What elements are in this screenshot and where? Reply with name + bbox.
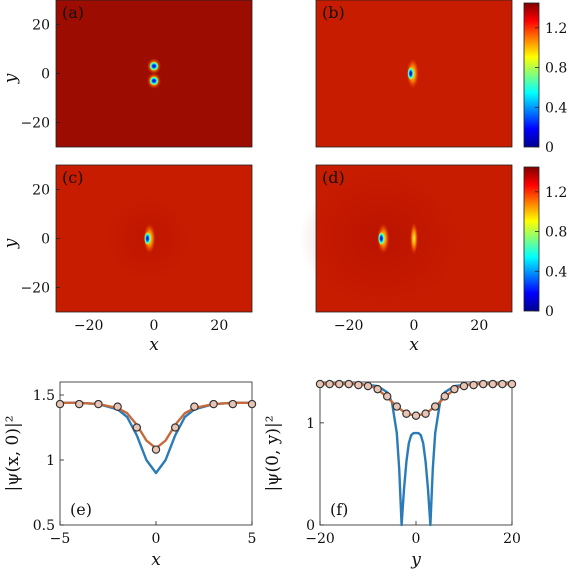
data-point: [373, 384, 382, 394]
panel-label: (b): [322, 3, 345, 22]
y-tick-label: 0: [306, 518, 315, 534]
data-point: [315, 379, 325, 389]
panel-label: (f): [330, 500, 348, 519]
x-tick-label: 0: [412, 531, 421, 547]
heatmap-panel: (c) 20 0 −20 y −20 0 20 x: [1, 164, 253, 355]
data-point: [228, 399, 237, 409]
vortex-core: [149, 61, 159, 71]
data-point: [459, 381, 469, 391]
colorbar-tick-label: 1.2: [545, 21, 567, 37]
data-point: [94, 399, 103, 409]
x-axis-label: x: [409, 335, 419, 355]
heatmap-panel: (d) −20 0 20 x 1.2 0.8 0.4 0: [299, 164, 567, 355]
colorbar-tick-label: 0.4: [545, 264, 567, 280]
panel-label: (d): [322, 168, 345, 187]
x-tick-label: −20: [334, 318, 364, 334]
y-axis-label: y: [1, 73, 21, 84]
series-line: [320, 382, 512, 417]
data-point: [431, 402, 440, 411]
y-tick-label: −20: [20, 116, 50, 132]
y-tick-label: 20: [32, 18, 50, 34]
panel-label: (c): [62, 168, 83, 187]
x-axis-label: x: [151, 550, 161, 570]
colorbar-tick-label: 0: [545, 304, 554, 320]
x-tick-label: 20: [470, 318, 488, 334]
data-point: [498, 379, 507, 389]
y-tick-label: 1: [306, 416, 315, 432]
y-tick-label: 1: [46, 453, 55, 469]
data-point: [75, 399, 84, 409]
y-axis-label: |ψ(x, 0)|²: [3, 415, 23, 491]
x-axis-label: y: [410, 550, 421, 570]
data-point: [488, 379, 497, 389]
x-tick-label: 20: [503, 531, 521, 547]
data-point: [421, 409, 430, 418]
data-point: [354, 380, 363, 390]
y-tick-label: 1.5: [33, 388, 55, 404]
y-tick-label: −20: [20, 281, 50, 297]
vortex-core: [144, 232, 151, 245]
data-point: [411, 411, 421, 420]
x-tick-label: −20: [74, 318, 104, 334]
data-point: [383, 392, 392, 401]
colorbar-tick-label: 0: [545, 140, 554, 156]
x-tick-label: 0: [150, 318, 159, 334]
line-panel: 1.5 1 0.5−5 0 5 x |ψ(x, 0)|² (e): [3, 381, 257, 570]
y-axis-label: y: [1, 238, 21, 249]
data-point: [469, 380, 478, 390]
data-point: [479, 379, 488, 389]
sound-front: [410, 222, 418, 255]
y-tick-label: 20: [32, 183, 50, 199]
x-tick-label: −20: [305, 531, 335, 547]
data-point: [402, 409, 411, 418]
colorbar-tick-label: 1.2: [545, 185, 567, 201]
colorbar: [523, 166, 540, 312]
panel-label: (a): [62, 3, 84, 22]
data-point: [247, 399, 257, 409]
colorbar: [523, 2, 540, 148]
data-point: [344, 379, 353, 389]
x-axis-label: x: [149, 335, 159, 355]
x-tick-label: 20: [210, 318, 228, 334]
data-point: [392, 402, 401, 411]
plot-frame: [319, 381, 513, 526]
data-point: [507, 379, 517, 389]
series-line: [320, 382, 512, 527]
heatmap-frame: [315, 0, 513, 148]
data-point: [363, 381, 373, 391]
y-tick-label: 0: [41, 232, 50, 248]
line-panel: 10−20 0 20y|ψ(0, y)|²(f): [263, 379, 521, 570]
series-line: [60, 401, 252, 475]
x-tick-label: −5: [50, 531, 71, 547]
data-point: [440, 392, 449, 401]
heatmap-frame: [315, 164, 513, 313]
data-point: [151, 445, 161, 454]
data-point: [450, 384, 459, 394]
colorbar-tick-label: 0.8: [545, 61, 567, 77]
x-tick-label: 0: [152, 531, 161, 547]
y-tick-label: 0: [41, 67, 50, 83]
vortex-core: [407, 67, 414, 80]
x-tick-label: 0: [410, 318, 419, 334]
data-point: [209, 399, 218, 409]
y-axis-label: |ψ(0, y)|²: [263, 415, 283, 491]
data-point: [335, 379, 344, 389]
data-point: [132, 423, 141, 432]
data-point: [171, 423, 180, 432]
data-point: [55, 399, 65, 409]
x-tick-label: 5: [248, 531, 257, 547]
panel-label: (e): [70, 500, 92, 519]
data-point: [325, 379, 334, 389]
heatmap-panel: (b) 1.2 0.8 0.4 0: [315, 0, 567, 156]
heatmap-panel: (a) 20 0 −20 y: [1, 0, 253, 148]
series-line: [60, 401, 252, 450]
colorbar-tick-label: 0.4: [545, 100, 567, 116]
data-point: [113, 402, 122, 411]
y-tick-label: 0.5: [33, 518, 55, 534]
vortex-core: [378, 232, 385, 245]
vortex-core: [149, 76, 159, 86]
colorbar-tick-label: 0.8: [545, 225, 567, 241]
data-point: [190, 402, 199, 411]
